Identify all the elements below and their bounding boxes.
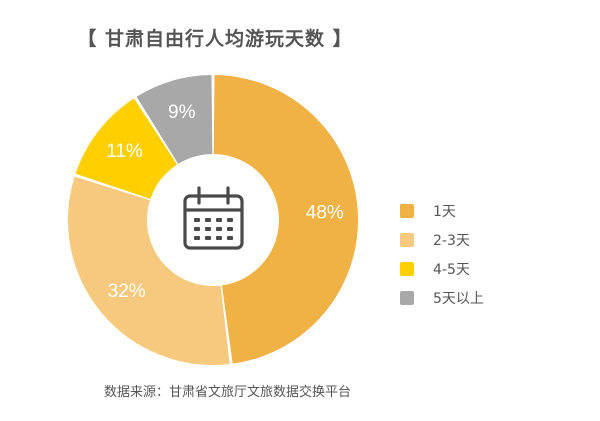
donut-slice-3	[75, 98, 178, 199]
donut-slice-2	[68, 176, 230, 365]
legend-swatch	[400, 232, 414, 247]
calendar-icon	[183, 186, 244, 250]
donut-slice-1	[213, 75, 358, 364]
legend-label: 1天	[433, 203, 456, 220]
source-note: 数据来源：甘肃省文旅厅文旅数据交换平台	[104, 385, 352, 400]
slice-value-label-3: 11%	[106, 141, 143, 162]
legend-label: 2-3天	[433, 232, 470, 249]
legend-swatch	[400, 261, 414, 276]
legend: 1天 2-3天 4-5天 5天以上	[400, 196, 484, 312]
slice-value-label-1: 48%	[306, 202, 344, 223]
labels-layer: 48% 32% 11% 9%	[106, 102, 344, 302]
legend-item-4-5-days: 4-5天	[400, 254, 484, 283]
slices-layer	[68, 75, 358, 365]
legend-label: 4-5天	[433, 261, 470, 278]
legend-swatch	[400, 290, 414, 305]
legend-swatch	[400, 203, 414, 218]
chart-title: 【 甘肃自由行人均游玩天数 】	[77, 28, 353, 50]
legend-item-1-day: 1天	[400, 196, 484, 225]
slice-value-label-4: 9%	[168, 102, 196, 123]
slice-value-label-2: 32%	[108, 281, 146, 302]
donut-slice-4	[136, 75, 213, 164]
legend-item-5-plus-days: 5天以上	[400, 283, 484, 312]
legend-label: 5天以上	[433, 290, 484, 307]
legend-item-2-3-days: 2-3天	[400, 225, 484, 254]
